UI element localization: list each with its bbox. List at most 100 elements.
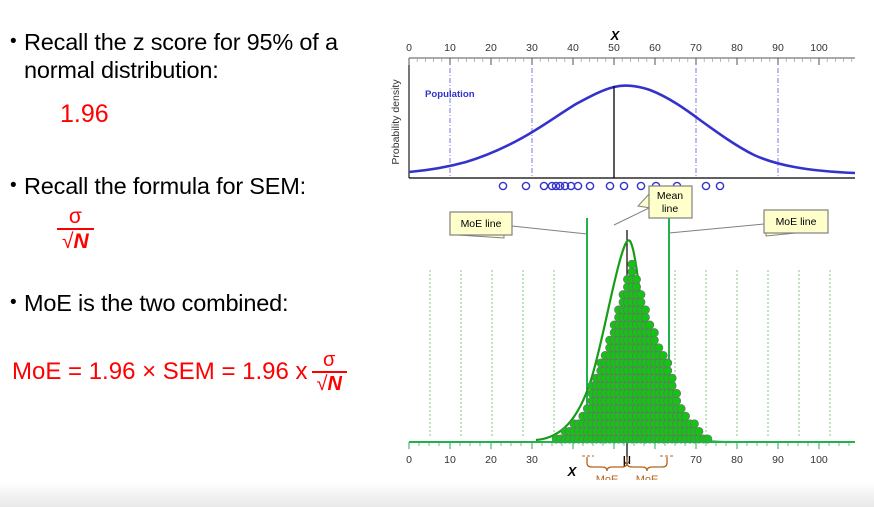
dot-marker — [676, 404, 686, 414]
dot-marker — [672, 396, 682, 406]
callout-moe-line-right[interactable]: MoE line — [763, 209, 829, 237]
sem-numerator-sigma: σ — [68, 205, 82, 228]
tick-label: 50 — [608, 42, 620, 54]
callout-label: MoE line — [461, 218, 502, 230]
radical-icon: √ — [316, 373, 328, 395]
callout-box — [648, 185, 693, 219]
bullet-text: MoE is the two combined: — [24, 290, 289, 316]
sample-marker — [547, 181, 557, 191]
callout-label-line1: Mean — [657, 190, 683, 202]
bullet-item-moe: • MoE is the two combined: — [10, 290, 378, 318]
population-panel: X 0 10 20 30 40 50 60 70 80 90 100 — [390, 28, 856, 191]
tick-label: 60 — [649, 42, 661, 54]
moe-braces — [586, 457, 668, 472]
slide-text-column: • Recall the z score for 95% of a normal… — [0, 0, 386, 480]
bullet-marker-icon: • — [10, 31, 17, 52]
sample-marker — [573, 181, 583, 191]
tick-label: 20 — [485, 454, 497, 466]
callout-moe-line-left[interactable]: MoE line — [449, 211, 513, 239]
moe-brace-label: MoE — [636, 474, 659, 480]
callout-box — [449, 211, 513, 236]
callout-label: MoE line — [776, 216, 817, 228]
tick-label: 100 — [810, 454, 828, 466]
sem-denominator-n: N — [73, 230, 89, 253]
dot-marker — [658, 350, 668, 360]
sample-marker — [619, 181, 629, 191]
population-x-axis-label: X — [610, 28, 621, 43]
population-top-axis — [408, 57, 855, 65]
moe-denominator: √N — [311, 371, 347, 395]
moe-formula-lead: MoE = 1.96 × SEM = 1.96 x — [12, 358, 308, 385]
tick-label: 0 — [406, 454, 412, 466]
tick-label: 20 — [485, 42, 497, 54]
sample-marker — [551, 181, 561, 191]
moe-brace-labels: MoE MoE — [596, 474, 659, 480]
dot-marker — [649, 335, 659, 345]
tick-label: 30 — [526, 42, 538, 54]
dot-marker — [663, 366, 673, 376]
sample-marker — [715, 181, 725, 191]
callouts-layer: MoE line Mean line MoE line — [449, 185, 829, 239]
dot-marker — [645, 320, 655, 330]
population-sample-markers — [498, 181, 725, 191]
moe-fraction: σ √N — [311, 350, 347, 395]
z-score-value: 1.96 — [60, 100, 109, 128]
moe-denominator-n: N — [327, 373, 342, 395]
sample-dot-stacks — [551, 259, 713, 444]
dot-marker — [627, 259, 637, 269]
dot-marker — [636, 297, 646, 307]
dot-marker — [654, 343, 664, 353]
bullet-text: Recall the z score for 95% of a normal d… — [24, 29, 338, 83]
dot-marker — [627, 267, 637, 277]
dot-marker — [681, 411, 690, 421]
tick-label: 90 — [772, 42, 784, 54]
tick-label: 90 — [772, 454, 784, 466]
sample-bottom-axis — [408, 441, 855, 449]
sample-x-tick-labels: 0 10 20 30 70 80 90 100 — [406, 454, 828, 466]
moe-formula: MoE = 1.96 × SEM = 1.96 x σ √N — [12, 350, 347, 394]
dot-marker — [689, 419, 699, 429]
tick-label: 10 — [444, 454, 456, 466]
dot-marker — [632, 274, 641, 284]
sample-grid-lines — [429, 270, 831, 438]
sample-panel: 0 10 20 30 70 80 90 100 μ X MoE MoE — [406, 218, 855, 480]
bullet-text: Recall the formula for SEM: — [24, 173, 306, 199]
callout-box — [763, 209, 829, 234]
callout-leader-right — [668, 223, 765, 234]
tick-label: 40 — [567, 42, 579, 54]
dot-marker — [640, 312, 650, 322]
population-x-tick-labels: 0 10 20 30 40 50 60 70 80 90 100 — [406, 42, 828, 54]
callout-leader-mean — [613, 207, 650, 226]
dot-marker — [632, 282, 641, 292]
dot-marker — [649, 328, 659, 338]
bullet-item-sem: • Recall the formula for SEM: — [10, 173, 378, 201]
moe-brace-label: MoE — [596, 474, 619, 480]
population-y-axis-label: Probability density — [390, 79, 402, 165]
moe-brace-left — [586, 457, 628, 472]
bullet-marker-icon: • — [10, 175, 17, 196]
figure-svg: X 0 10 20 30 40 50 60 70 80 90 100 — [390, 28, 856, 480]
sample-marker — [636, 181, 646, 191]
statistics-figure: X 0 10 20 30 40 50 60 70 80 90 100 — [386, 20, 874, 480]
dot-marker — [640, 305, 650, 315]
tick-label: 10 — [444, 42, 456, 54]
dot-marker — [694, 426, 704, 436]
tick-label: 0 — [406, 42, 412, 54]
sem-denominator: √N — [57, 228, 94, 252]
sample-x-axis-label: X — [567, 464, 578, 479]
bullet-marker-icon: • — [10, 292, 17, 313]
population-reference-lines — [449, 68, 779, 177]
dot-marker — [672, 388, 682, 398]
tick-label: 100 — [810, 42, 828, 54]
bottom-gradient-strip — [0, 482, 874, 507]
population-series-label: Population — [425, 89, 475, 100]
tick-label: 30 — [526, 454, 538, 466]
tick-label: 80 — [731, 42, 743, 54]
sample-marker — [539, 181, 549, 191]
sample-marker — [521, 181, 531, 191]
callout-mean-line[interactable]: Mean line — [636, 185, 693, 219]
sample-marker — [498, 181, 508, 191]
tick-label: 70 — [690, 42, 702, 54]
sample-marker — [560, 181, 570, 191]
radical-icon: √ — [62, 230, 74, 253]
